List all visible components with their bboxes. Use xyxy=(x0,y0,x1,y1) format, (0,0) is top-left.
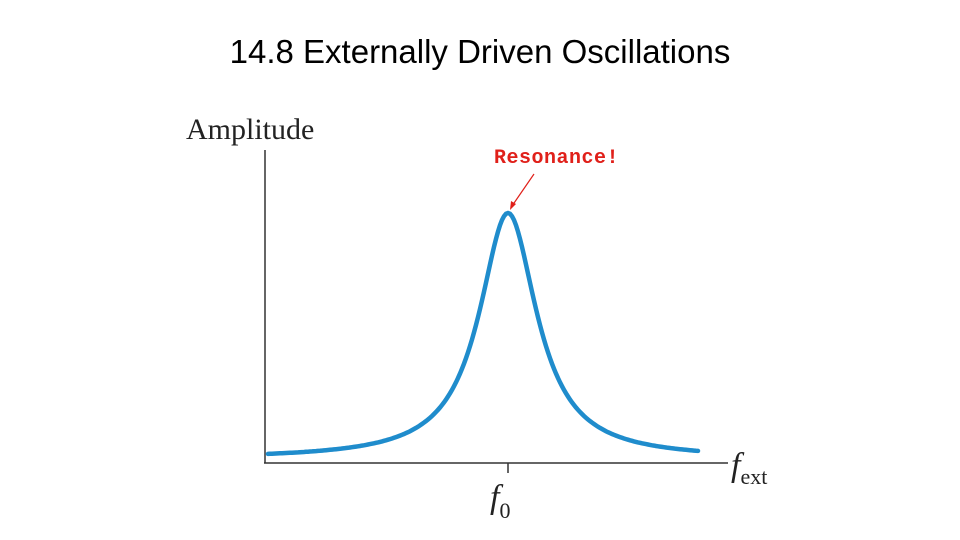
tick-label: f0 xyxy=(490,479,510,523)
resonance-curve xyxy=(265,210,701,457)
tick-label-subscript: 0 xyxy=(499,498,510,523)
annotation: Resonance! xyxy=(494,147,619,170)
y-axis-label: Amplitude xyxy=(186,113,314,146)
x-axis-label: fext xyxy=(731,447,767,489)
annotation-arrowhead xyxy=(510,201,516,210)
slide-title: 14.8 Externally Driven Oscillations xyxy=(230,33,731,70)
x-axis-label-subscript: ext xyxy=(740,464,767,489)
annotation-arrow xyxy=(511,173,535,207)
